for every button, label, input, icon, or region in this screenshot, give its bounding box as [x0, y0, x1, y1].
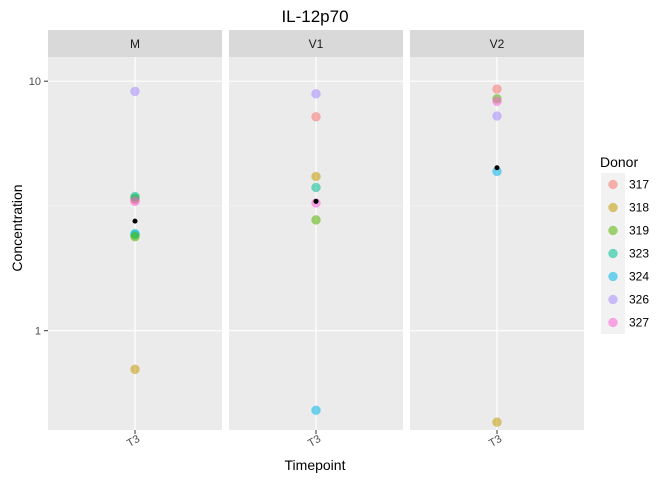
data-point-donor-327 — [492, 96, 502, 107]
legend-swatch — [608, 202, 618, 213]
data-point-donor-318 — [311, 171, 321, 182]
legend-item-318: 318 — [601, 196, 649, 219]
y-axis-title: Concentration — [9, 184, 25, 271]
legend-label: 319 — [629, 224, 649, 238]
legend-label: 327 — [629, 316, 649, 330]
x-tick-label: T3 — [125, 433, 142, 450]
legend-swatch — [608, 248, 618, 259]
facet-panel-m: M T3 — [48, 30, 222, 450]
chart-title: IL-12p70 — [281, 7, 348, 26]
legend-item-326: 326 — [601, 288, 649, 311]
legend-swatch — [608, 179, 618, 190]
x-tick-label: T3 — [306, 433, 323, 450]
facet-panel-v2: V2 T3 — [410, 30, 584, 450]
facet-strip — [48, 30, 222, 57]
legend-swatch — [608, 317, 618, 328]
data-point-donor-318 — [492, 417, 502, 427]
mean-point — [313, 198, 319, 204]
legend-label: 318 — [629, 201, 649, 215]
legend-swatch — [608, 225, 618, 236]
legend: Donor 317 318 319 323 324 326 327 — [600, 154, 649, 334]
data-point-donor-323 — [311, 182, 321, 193]
legend-item-317: 317 — [601, 173, 649, 196]
data-point-donor-327 — [130, 196, 140, 207]
legend-item-327: 327 — [601, 311, 649, 334]
data-point-donor-319 — [130, 231, 140, 242]
facet-strip-label: V1 — [309, 37, 324, 51]
legend-swatch — [608, 271, 618, 282]
legend-item-324: 324 — [601, 265, 649, 288]
facet-strip — [229, 30, 403, 57]
y-tick-label: 10 — [29, 76, 41, 88]
x-tick-label: T3 — [487, 433, 504, 450]
facet-strip-label: M — [130, 37, 140, 51]
legend-item-319: 319 — [601, 219, 649, 242]
facet-panel-v1: V1 T3 — [229, 30, 403, 450]
x-axis-title: Timepoint — [285, 457, 346, 473]
data-point-donor-317 — [492, 84, 502, 94]
legend-label: 326 — [629, 293, 649, 307]
legend-swatch — [608, 294, 618, 305]
facet-strip-label: V2 — [490, 37, 505, 51]
legend-label: 324 — [629, 270, 649, 284]
panels-layer: 1 10 M T3 V1 T3 V2 T3 — [29, 30, 584, 450]
data-point-donor-318 — [130, 364, 140, 375]
y-tick-label: 1 — [35, 326, 41, 338]
data-point-donor-326 — [311, 89, 321, 99]
facet-strip — [410, 30, 584, 57]
legend-label: 317 — [629, 178, 649, 192]
legend-item-323: 323 — [601, 242, 649, 265]
data-point-donor-326 — [130, 86, 140, 97]
data-point-donor-324 — [311, 405, 321, 415]
legend-title: Donor — [600, 154, 638, 170]
data-point-donor-317 — [311, 112, 321, 122]
data-point-donor-326 — [492, 111, 502, 121]
mean-point — [494, 165, 500, 171]
mean-point — [132, 218, 138, 224]
data-point-donor-319 — [311, 215, 321, 225]
legend-label: 323 — [629, 247, 649, 261]
